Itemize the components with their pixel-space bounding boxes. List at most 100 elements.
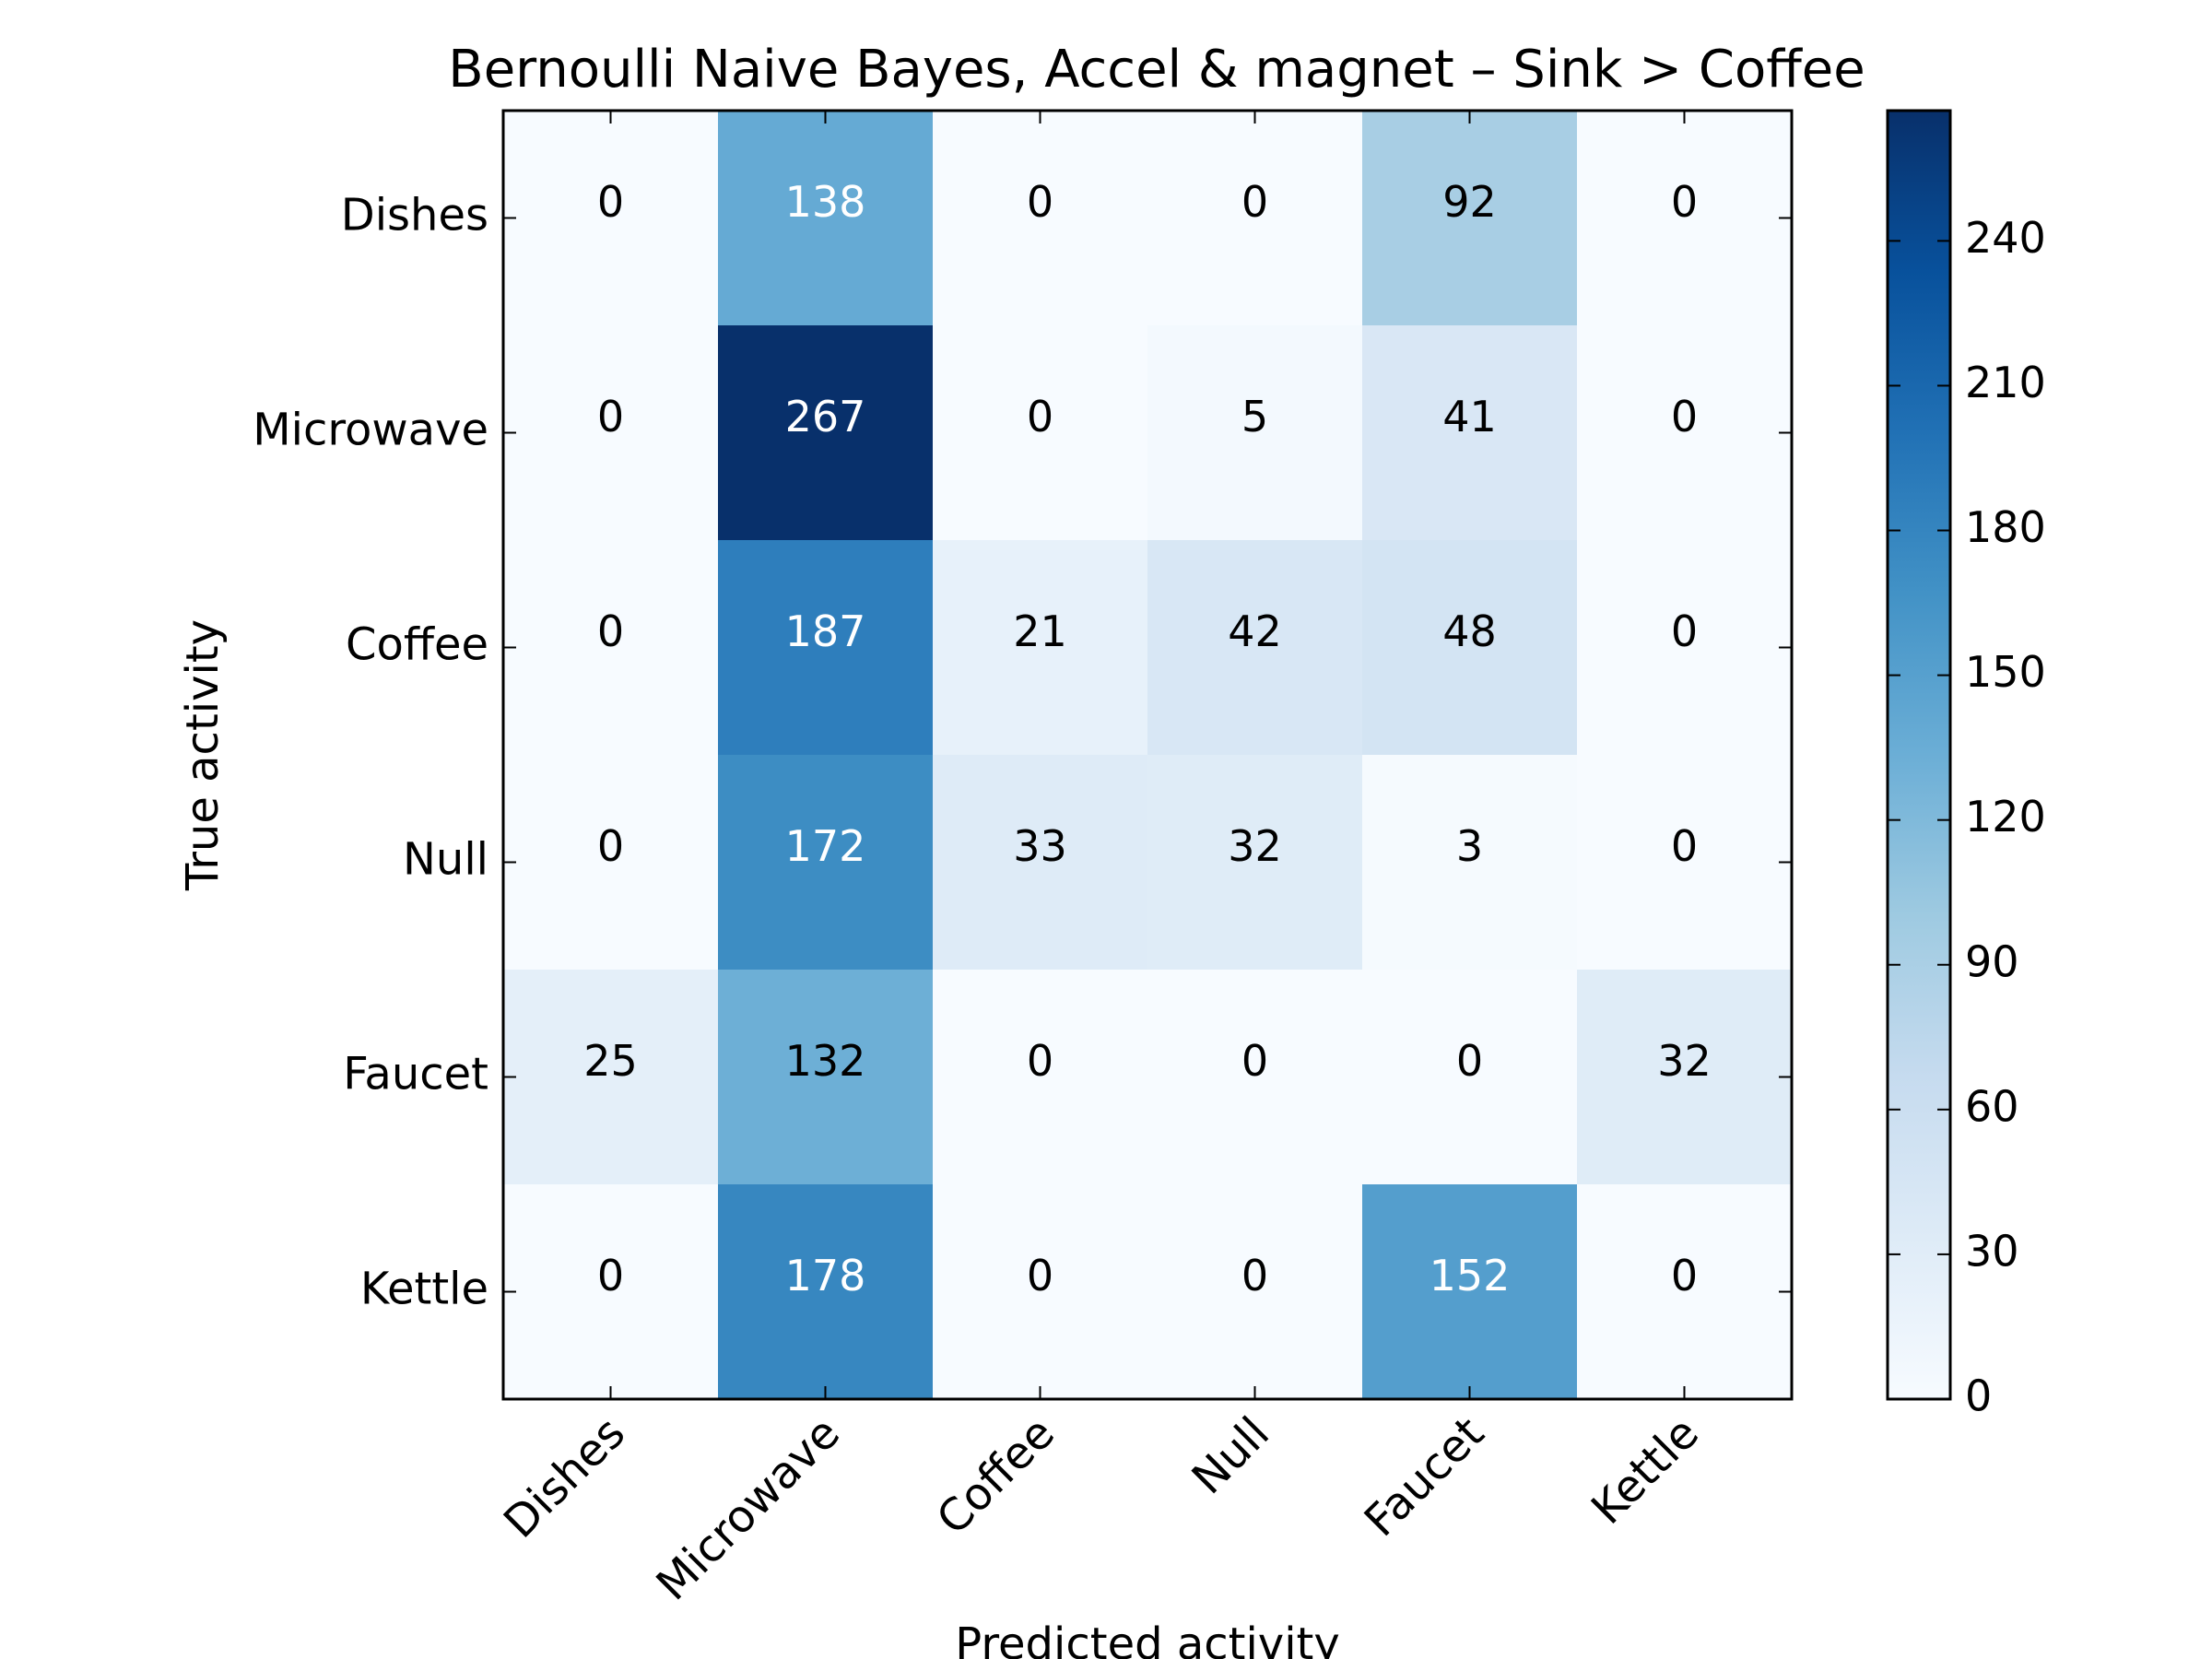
heatmap-cell bbox=[718, 325, 934, 541]
colorbar bbox=[1886, 109, 1952, 1401]
cell-value-label: 0 bbox=[597, 392, 624, 441]
x-tick-label: Kettle bbox=[1582, 1407, 1709, 1535]
colorbar-tick-label: 60 bbox=[1965, 1081, 2019, 1131]
plot-frame bbox=[501, 109, 1794, 1401]
cell-value-label: 0 bbox=[1027, 177, 1053, 227]
heatmap-cell bbox=[933, 970, 1148, 1185]
heatmap-cell bbox=[1577, 1184, 1793, 1400]
heatmap-cell bbox=[1362, 1184, 1578, 1400]
cell-value-label: 132 bbox=[785, 1036, 866, 1086]
y-tick-label: Microwave bbox=[253, 405, 488, 456]
heatmap-cell bbox=[1577, 755, 1793, 971]
chart-title: Bernoulli Naive Bayes, Accel & magnet – … bbox=[448, 40, 1865, 100]
heatmap-cell bbox=[1362, 755, 1578, 971]
y-tick-labels: Dishes Microwave Coffee Null Faucet Kettle bbox=[253, 190, 488, 1315]
cell-value-label: 0 bbox=[1027, 1251, 1053, 1300]
heatmap-cell bbox=[1147, 755, 1363, 971]
cell-value-label: 138 bbox=[785, 177, 866, 227]
cell-value-label: 0 bbox=[597, 821, 624, 871]
heatmap-cell bbox=[1147, 1184, 1363, 1400]
heatmap-cell bbox=[933, 755, 1148, 971]
heatmap-cell bbox=[1362, 111, 1578, 326]
heatmap-cell bbox=[1147, 325, 1363, 541]
axis-ticks bbox=[503, 111, 1792, 1399]
colorbar-tick-label: 210 bbox=[1965, 358, 2046, 407]
cell-value-label: 0 bbox=[1241, 177, 1268, 227]
cell-value-label: 33 bbox=[1013, 821, 1067, 871]
cell-value-label: 3 bbox=[1456, 821, 1483, 871]
heatmap-cell bbox=[718, 1184, 934, 1400]
heatmap-cell bbox=[503, 111, 719, 326]
cell-value-label: 92 bbox=[1442, 177, 1497, 227]
cell-value-label: 0 bbox=[597, 177, 624, 227]
cell-value-label: 0 bbox=[1671, 1251, 1698, 1300]
colorbar-tick-label: 120 bbox=[1965, 792, 2046, 841]
cell-value-label: 5 bbox=[1241, 392, 1268, 441]
colorbar-tick-label: 240 bbox=[1965, 213, 2046, 263]
heatmap-cell bbox=[1577, 325, 1793, 541]
x-tick-label: Microwave bbox=[647, 1407, 850, 1610]
y-axis-label: True activity bbox=[177, 619, 229, 891]
colorbar-tick-label: 90 bbox=[1965, 936, 2019, 986]
heatmap-cell bbox=[1147, 970, 1363, 1185]
cell-value-label: 267 bbox=[785, 392, 866, 441]
y-tick-label: Kettle bbox=[360, 1264, 488, 1315]
cell-value-label: 152 bbox=[1430, 1251, 1511, 1300]
y-tick-label: Coffee bbox=[346, 619, 488, 671]
y-tick-label: Faucet bbox=[343, 1049, 488, 1100]
heatmap-cell bbox=[718, 540, 934, 756]
x-tick-label: Coffee bbox=[927, 1407, 1065, 1545]
heatmap-cell bbox=[1577, 970, 1793, 1185]
cell-value-label: 0 bbox=[1671, 606, 1698, 656]
cell-value-label: 0 bbox=[1671, 821, 1698, 871]
heatmap-cell bbox=[503, 970, 719, 1185]
heatmap-cell bbox=[1362, 970, 1578, 1185]
heatmap-cell bbox=[1362, 325, 1578, 541]
heatmap-cell bbox=[1577, 111, 1793, 326]
cell-value-label: 0 bbox=[1456, 1036, 1483, 1086]
cell-value-label: 178 bbox=[785, 1251, 866, 1300]
heatmap-cells bbox=[503, 111, 1793, 1400]
heatmap-cell bbox=[933, 111, 1148, 326]
cell-value-label: 0 bbox=[597, 1251, 624, 1300]
heatmap-cell bbox=[503, 755, 719, 971]
heatmap-cell bbox=[718, 755, 934, 971]
heatmap-cell bbox=[1362, 540, 1578, 756]
cell-value-label: 0 bbox=[1671, 392, 1698, 441]
heatmap-cell bbox=[933, 540, 1148, 756]
colorbar-tick-label: 30 bbox=[1965, 1226, 2019, 1276]
x-tick-label: Dishes bbox=[494, 1407, 635, 1548]
cell-value-label: 187 bbox=[785, 606, 866, 656]
heatmap-cell bbox=[503, 1184, 719, 1400]
cell-value-label: 42 bbox=[1228, 606, 1282, 656]
heatmap-cell bbox=[718, 111, 934, 326]
heatmap-cell bbox=[718, 970, 934, 1185]
heatmap-cell bbox=[933, 1184, 1148, 1400]
colorbar-tick-label: 150 bbox=[1965, 647, 2046, 697]
y-tick-label: Null bbox=[403, 834, 488, 886]
cell-value-labels: 0 138 0 0 92 0 0 267 0 5 41 0 0 187 21 42 48 0 0 172 33 32 3 0 2… bbox=[583, 177, 1712, 1300]
colorbar-tick-label: 0 bbox=[1965, 1371, 1992, 1421]
cell-value-label: 41 bbox=[1442, 392, 1497, 441]
heatmap-cell bbox=[1147, 111, 1363, 326]
x-axis-label: Predicted activity bbox=[955, 1618, 1340, 1659]
cell-value-label: 0 bbox=[1241, 1251, 1268, 1300]
heatmap-cell bbox=[1577, 540, 1793, 756]
cell-value-label: 48 bbox=[1442, 606, 1497, 656]
cell-value-label: 32 bbox=[1228, 821, 1282, 871]
cell-value-label: 21 bbox=[1013, 606, 1067, 656]
heatmap-cell bbox=[503, 325, 719, 541]
x-tick-labels: Dishes Microwave Coffee Null Faucet Kettle bbox=[494, 1407, 1709, 1610]
colorbar-tick-label: 180 bbox=[1965, 502, 2046, 552]
x-tick-label: Null bbox=[1182, 1407, 1279, 1504]
cell-value-label: 0 bbox=[1027, 1036, 1053, 1086]
heatmap-cell bbox=[933, 325, 1148, 541]
cell-value-label: 0 bbox=[1027, 392, 1053, 441]
cell-value-label: 0 bbox=[1671, 177, 1698, 227]
colorbar-ticks: 0 30 60 90 120 150 180 210 240 bbox=[1888, 213, 2046, 1421]
y-tick-label: Dishes bbox=[341, 190, 488, 241]
cell-value-label: 25 bbox=[583, 1036, 638, 1086]
cell-value-label: 172 bbox=[785, 821, 866, 871]
cell-value-label: 32 bbox=[1657, 1036, 1712, 1086]
